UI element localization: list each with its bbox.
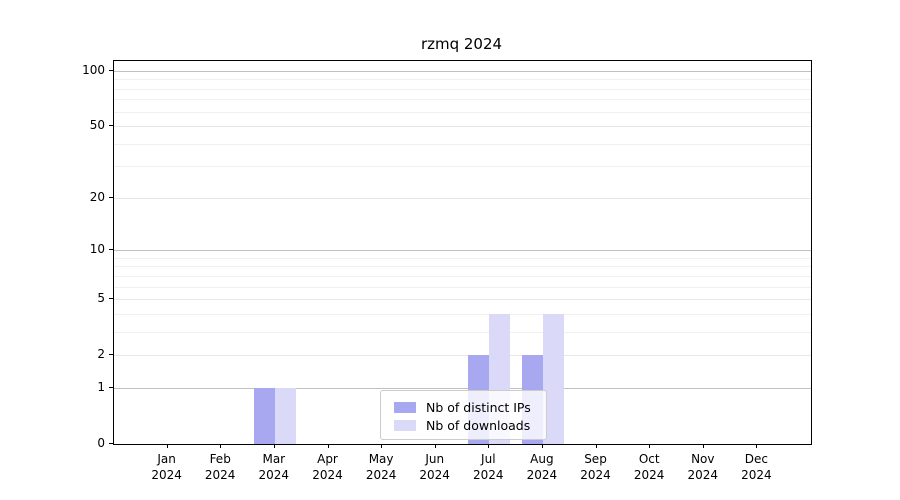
y-tick-mark-5 (109, 298, 113, 300)
y-tick-label-100: 100 (82, 62, 105, 77)
gridline-y-10 (114, 250, 811, 252)
x-tick-label-feb: Feb 2024 (190, 451, 250, 483)
x-tick-label-jun: Jun 2024 (405, 451, 465, 483)
y-tick-mark-20 (109, 196, 113, 198)
x-tick-label-aug: Aug 2024 (512, 451, 572, 483)
x-tick-year: 2024 (580, 468, 611, 482)
legend-swatch-distinct-ips (394, 401, 416, 413)
x-tick-label-jan: Jan 2024 (137, 451, 197, 483)
gridline-y-6 (114, 286, 811, 288)
x-tick-year: 2024 (204, 468, 236, 482)
x-tick-month: Jul (481, 452, 496, 466)
x-tick-mark-jul (488, 444, 490, 448)
gridline-y-90 (114, 79, 811, 81)
x-tick-year: 2024 (741, 468, 772, 482)
x-tick-label-oct: Oct 2024 (619, 451, 679, 483)
y-tick-label-1: 1 (97, 379, 105, 394)
x-tick-mark-dec (756, 444, 758, 448)
x-tick-year: 2024 (473, 468, 504, 482)
x-tick-month: Sep (584, 452, 607, 466)
x-tick-mark-apr (327, 444, 329, 448)
x-tick-month: Nov (691, 452, 715, 466)
x-tick-month: Jan (157, 452, 176, 466)
y-tick-label-10: 10 (89, 242, 105, 257)
y-tick-mark-100 (109, 69, 113, 71)
y-tick-mark-2 (109, 354, 113, 356)
x-tick-month: Feb (209, 452, 231, 466)
x-tick-mark-may (381, 444, 383, 448)
x-tick-mark-aug (541, 444, 543, 448)
x-tick-mark-oct (649, 444, 651, 448)
x-tick-year: 2024 (526, 468, 558, 482)
legend: Nb of distinct IPs Nb of downloads (380, 390, 547, 440)
legend-row: Nb of downloads (394, 416, 538, 434)
x-tick-month: Oct (638, 452, 660, 466)
x-tick-year: 2024 (312, 468, 343, 482)
bar-mar-downloads (274, 387, 296, 444)
legend-swatch-downloads (394, 419, 416, 431)
gridline-y-50 (114, 126, 811, 127)
x-tick-label-apr: Apr 2024 (298, 451, 358, 483)
x-tick-month: May (368, 452, 394, 466)
y-tick-label-50: 50 (89, 118, 105, 132)
bar-mar-distinct-ips (253, 387, 275, 444)
x-tick-month: Aug (530, 452, 554, 466)
x-tick-label-nov: Nov 2024 (673, 451, 733, 483)
x-tick-month: Dec (744, 452, 768, 466)
y-tick-mark-0 (109, 443, 113, 444)
x-tick-month: Jun (425, 452, 445, 466)
gridline-y-3 (114, 331, 811, 333)
x-tick-label-may: May 2024 (351, 451, 411, 483)
bar-aug-downloads (542, 313, 564, 444)
x-tick-year: 2024 (633, 468, 665, 482)
gridline-y-60 (114, 111, 811, 113)
gridline-y-9 (114, 257, 811, 259)
x-tick-month: Apr (317, 452, 338, 466)
y-tick-mark-1 (109, 386, 113, 388)
gridline-y-30 (114, 166, 811, 168)
x-tick-label-dec: Dec 2024 (726, 451, 786, 483)
legend-label-downloads: Nb of downloads (426, 417, 531, 433)
gridline-y-1 (114, 387, 811, 389)
y-tick-mark-50 (109, 125, 113, 126)
gridline-y-8 (114, 266, 811, 268)
x-tick-year: 2024 (419, 468, 450, 482)
gridline-y-40 (114, 143, 811, 145)
x-tick-mark-feb (220, 444, 222, 448)
x-tick-label-sep: Sep 2024 (566, 451, 626, 483)
gridline-y-7 (114, 275, 811, 277)
x-tick-mark-nov (702, 444, 704, 448)
x-tick-mark-mar (273, 444, 275, 448)
x-tick-year: 2024 (687, 468, 719, 482)
gridline-y-2 (114, 355, 811, 357)
legend-row: Nb of distinct IPs (394, 398, 538, 416)
y-tick-label-0: 0 (97, 436, 105, 450)
x-tick-year: 2024 (258, 468, 290, 482)
y-tick-label-5: 5 (97, 291, 105, 306)
x-tick-label-jul: Jul 2024 (458, 451, 518, 483)
x-tick-mark-sep (595, 444, 597, 448)
y-tick-mark-10 (109, 249, 113, 251)
y-tick-label-2: 2 (97, 347, 105, 362)
gridline-y-80 (114, 88, 811, 90)
legend-label-distinct-ips: Nb of distinct IPs (426, 399, 531, 415)
gridline-y-5 (114, 299, 811, 301)
gridline-y-70 (114, 99, 811, 101)
x-tick-month: Mar (262, 452, 286, 466)
x-tick-mark-jan (166, 444, 168, 448)
x-tick-year: 2024 (365, 468, 397, 482)
gridline-y-100 (114, 70, 811, 72)
gridline-y-20 (114, 197, 811, 199)
x-tick-year: 2024 (151, 468, 182, 482)
y-tick-label-20: 20 (89, 189, 105, 204)
gridline-y-4 (114, 313, 811, 315)
chart-title: rzmq 2024 (420, 35, 503, 53)
plot-area: Nb of distinct IPs Nb of downloads (113, 60, 812, 445)
x-tick-mark-jun (434, 444, 436, 448)
x-tick-label-mar: Mar 2024 (244, 451, 304, 483)
